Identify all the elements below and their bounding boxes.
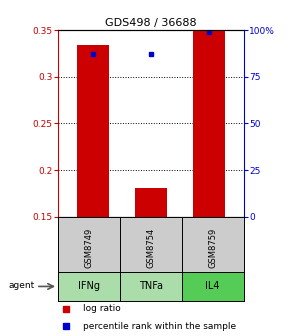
Text: GSM8749: GSM8749 <box>84 227 93 268</box>
Text: TNFa: TNFa <box>139 282 163 291</box>
Bar <box>77 45 109 217</box>
Text: percentile rank within the sample: percentile rank within the sample <box>83 322 236 331</box>
Bar <box>193 31 225 217</box>
Text: GSM8759: GSM8759 <box>208 227 217 268</box>
Title: GDS498 / 36688: GDS498 / 36688 <box>105 18 197 28</box>
Text: GSM8754: GSM8754 <box>146 227 155 268</box>
Text: log ratio: log ratio <box>83 304 121 313</box>
Text: IFNg: IFNg <box>78 282 100 291</box>
Text: IL4: IL4 <box>205 282 220 291</box>
Bar <box>135 188 167 217</box>
Text: agent: agent <box>9 281 35 290</box>
